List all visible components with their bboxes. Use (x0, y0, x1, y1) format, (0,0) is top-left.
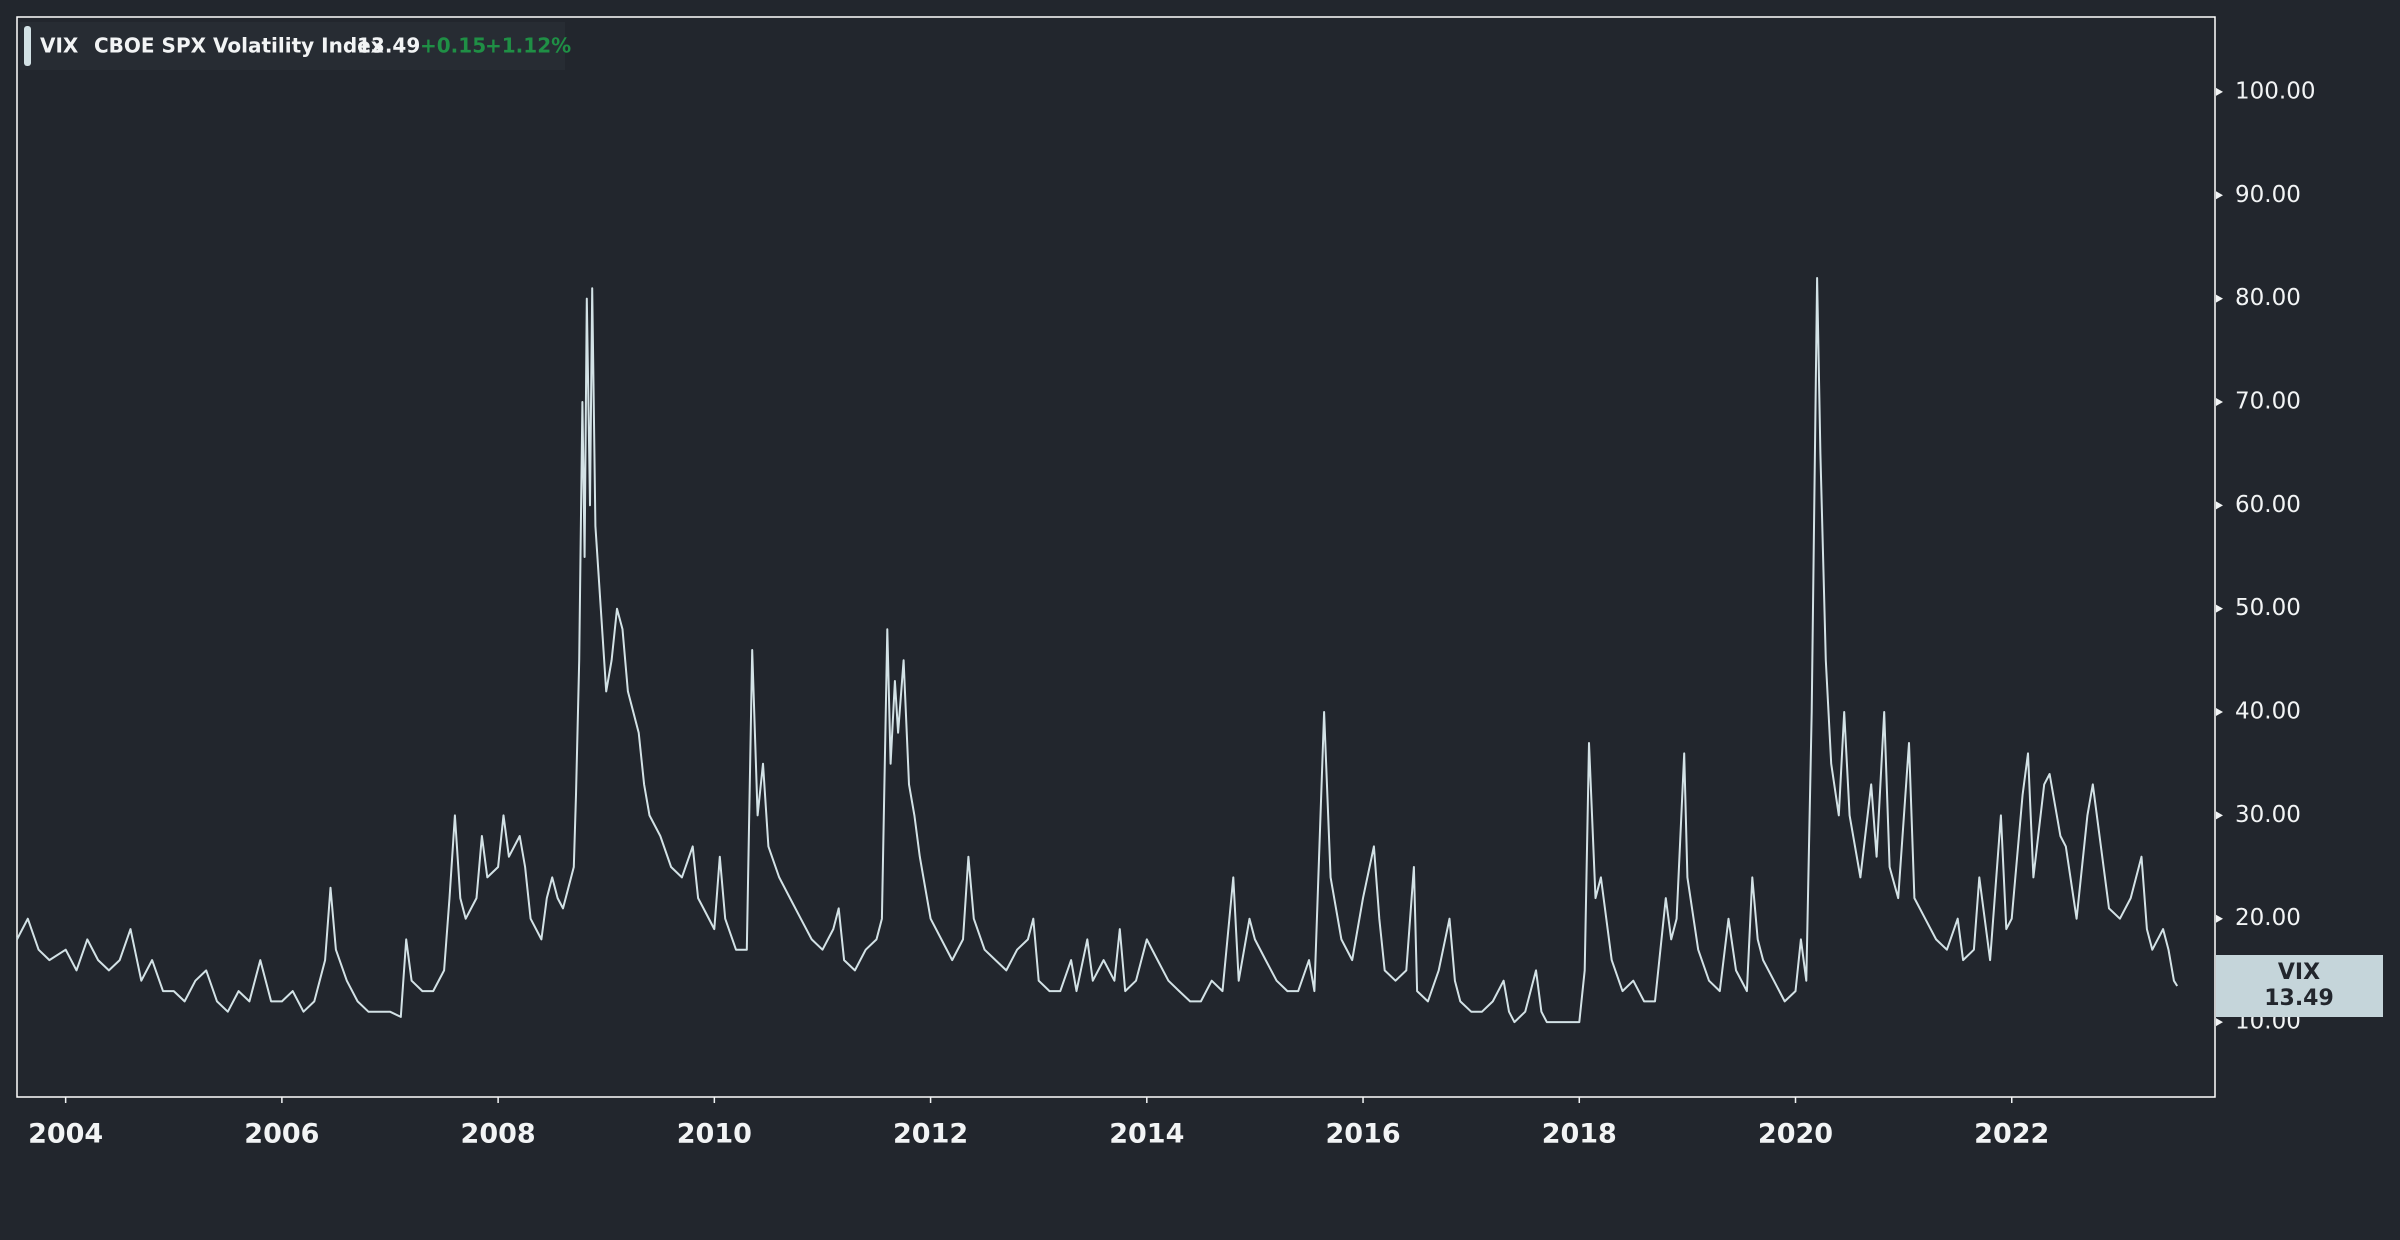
y-tick-label: 30.00 (2235, 802, 2301, 828)
line-series (16, 277, 2179, 1024)
price-tag-symbol: VIX (2278, 960, 2320, 985)
y-tick-label: 50.00 (2235, 595, 2301, 621)
legend-swatch (24, 26, 31, 66)
y-tick-mark (2216, 191, 2223, 200)
x-tick-label: 2014 (1109, 1119, 1184, 1150)
x-tick-label: 2008 (461, 1119, 536, 1150)
x-tick-label: 2006 (244, 1119, 319, 1150)
x-tick-label: 2012 (893, 1119, 968, 1150)
y-tick-mark (2216, 1018, 2223, 1027)
y-tick-mark (2216, 914, 2223, 923)
legend-price: 13.49 (357, 34, 420, 58)
x-tick-label: 2022 (1974, 1119, 2049, 1150)
y-tick-mark (2216, 811, 2223, 820)
legend-description: CBOE SPX Volatility Index (94, 34, 384, 58)
x-tick-label: 2018 (1542, 1119, 1617, 1150)
y-tick-mark (2216, 501, 2223, 510)
y-tick-label: 80.00 (2235, 285, 2301, 311)
y-tick-label: 100.00 (2235, 78, 2315, 104)
y-tick-mark (2216, 397, 2223, 406)
y-tick-mark (2216, 87, 2223, 96)
y-tick-label: 70.00 (2235, 388, 2301, 414)
y-tick-mark (2216, 604, 2223, 613)
price-tag-value: 13.49 (2264, 986, 2334, 1011)
price-tag-box (2216, 955, 2383, 1018)
legend-box (20, 22, 565, 70)
y-tick-label: 60.00 (2235, 492, 2301, 518)
y-tick-mark (2216, 708, 2223, 717)
x-tick-label: 2010 (677, 1119, 752, 1150)
x-tick-label: 2004 (28, 1119, 103, 1150)
x-tick-label: 2016 (1325, 1119, 1400, 1150)
legend-change: +0.15 (420, 34, 486, 58)
x-tick-label: 2020 (1758, 1119, 1833, 1150)
y-tick-mark (2216, 294, 2223, 303)
plot-frame (16, 16, 2216, 1098)
legend-change-pct: +1.12% (485, 34, 571, 58)
y-tick-label: 20.00 (2235, 905, 2301, 931)
legend: VIX CBOE SPX Volatility Index 13.49 +0.1… (20, 22, 571, 70)
y-tick-label: 90.00 (2235, 182, 2301, 208)
legend-symbol: VIX (40, 34, 79, 58)
y-tick-label: 40.00 (2235, 699, 2301, 725)
